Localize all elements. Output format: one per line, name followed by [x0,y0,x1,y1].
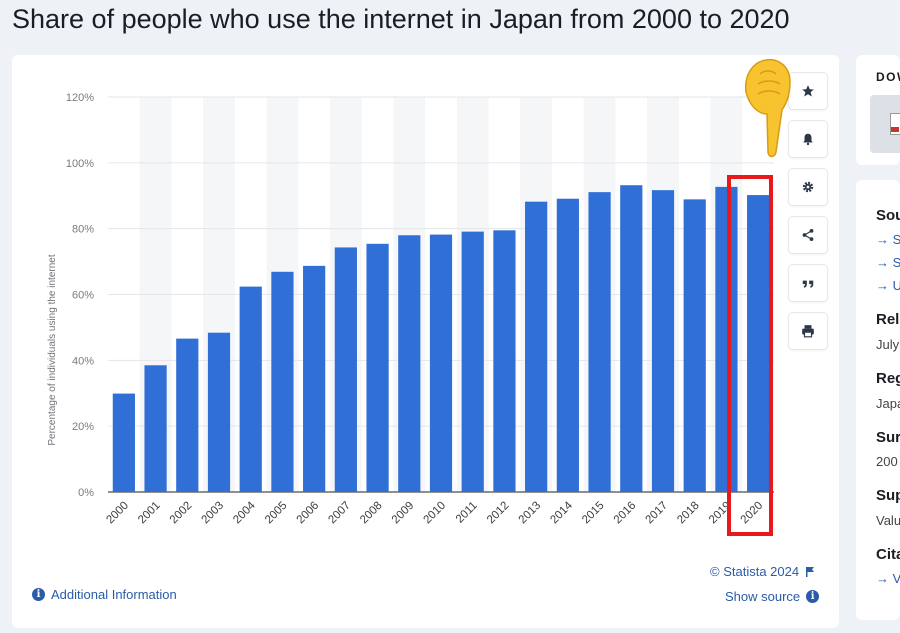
settings-button[interactable] [789,169,827,205]
statista-credit[interactable]: © Statista 2024 [710,564,815,579]
x-tick-label: 2015 [580,500,607,527]
statistic-details-panel: Sou → S → S → U Rel July Reg Japa Sur 20… [856,180,900,620]
region-label: Reg [876,370,900,387]
citation-link[interactable]: → V [876,571,900,586]
x-tick-label: 2014 [548,499,575,526]
bar-2003[interactable] [207,332,231,492]
chart-card: 0% 20% 40% 60% 80% 100% 120% 2000 2001 2002 2003 2… [12,55,839,628]
region-value: Japa [876,396,900,411]
x-tick-label: 2007 [326,500,353,527]
x-tick-label: 2006 [295,500,322,527]
release-label: Rel [876,311,900,328]
bar-2001[interactable] [144,365,167,492]
favorite-button[interactable] [789,73,827,109]
share-button[interactable] [789,217,827,253]
print-icon [802,325,814,338]
page-title: Share of people who use the internet in … [12,4,790,34]
x-tick-label: 2003 [200,500,227,527]
bar-2011[interactable] [461,231,484,493]
download-heading: DOW [876,70,900,84]
star-icon [802,85,814,97]
x-tick-label: 2004 [231,499,258,526]
bar-2010[interactable] [429,234,453,492]
supplementary-label: Sup [876,487,900,504]
bar-2012[interactable] [493,230,516,492]
y-tick-label: 40% [72,355,94,367]
y-axis-title: Percentage of individuals using the inte… [47,254,58,445]
source-link-3[interactable]: → U [876,278,900,293]
x-tick-label: 2002 [168,500,195,527]
bar-2016[interactable] [620,185,643,492]
share-icon [802,229,814,241]
pointing-hand-emoji [744,58,791,158]
bar-2000[interactable] [112,393,135,492]
source-link-1[interactable]: → S [876,232,900,247]
show-source-link[interactable]: Show source i [725,589,820,604]
x-tick-label: 2005 [263,500,290,527]
citation-label: Cita [876,546,900,563]
bar-2004[interactable] [239,286,262,492]
file-icon [890,113,900,135]
x-tick-label: 2010 [422,500,449,527]
print-button[interactable] [789,313,827,349]
show-source-label: Show source [725,589,801,604]
x-tick-label: 2009 [390,500,417,527]
y-tick-label: 0% [78,487,94,499]
notification-button[interactable] [789,121,827,157]
x-tick-label: 2013 [517,500,544,527]
additional-information-link[interactable]: i Additional Information [32,587,177,602]
flag-icon [806,566,815,577]
x-tick-label: 2018 [675,500,702,527]
bar-2009[interactable] [398,235,421,492]
y-tick-label: 60% [72,290,94,302]
bar-chart: 0%20%40%60%80%100%120% 2000 2001 2002 2003 2… [47,92,774,527]
bar-2020[interactable] [747,195,770,492]
supplementary-value: Valu [876,513,900,528]
highlight-box-2020 [727,175,773,536]
bar-2002[interactable] [176,338,199,492]
survey-label: Sur [876,429,900,446]
y-tick-label: 120% [66,92,94,104]
bar-2015[interactable] [588,192,611,493]
x-tick-label: 2000 [104,500,131,527]
bar-2017[interactable] [651,190,675,492]
credit-label: © Statista 2024 [710,564,800,579]
bar-2014[interactable] [556,198,579,492]
source-label: Sou [876,207,900,224]
bar-2008[interactable] [366,243,389,492]
y-tick-label: 20% [72,421,94,433]
additional-information-label: Additional Information [51,587,177,602]
bar-2013[interactable] [525,201,548,493]
download-panel: DOW [856,55,900,165]
bell-icon [803,133,813,146]
bar-2006[interactable] [303,265,326,492]
survey-value: 200 [876,454,898,469]
bar-2005[interactable] [271,271,294,492]
x-tick-label: 2017 [644,500,671,527]
bar-2018[interactable] [683,199,706,492]
release-value: July [876,337,900,352]
x-tick-label: 2011 [454,500,480,526]
info-icon: i [32,588,45,601]
x-tick-label: 2016 [612,500,639,527]
y-tick-label: 100% [66,158,94,170]
y-tick-label: 80% [72,224,94,236]
x-tick-label: 2008 [358,500,385,527]
source-link-2[interactable]: → S [876,255,900,270]
bar-2019[interactable] [715,186,738,493]
cite-button[interactable] [789,265,827,301]
info-icon: i [806,590,820,603]
x-tick-label: 2012 [485,500,512,527]
bar-2007[interactable] [334,247,357,492]
gear-icon [802,181,814,193]
download-button[interactable] [870,95,900,153]
x-tick-label: 2001 [136,500,163,527]
quote-icon [802,280,814,288]
